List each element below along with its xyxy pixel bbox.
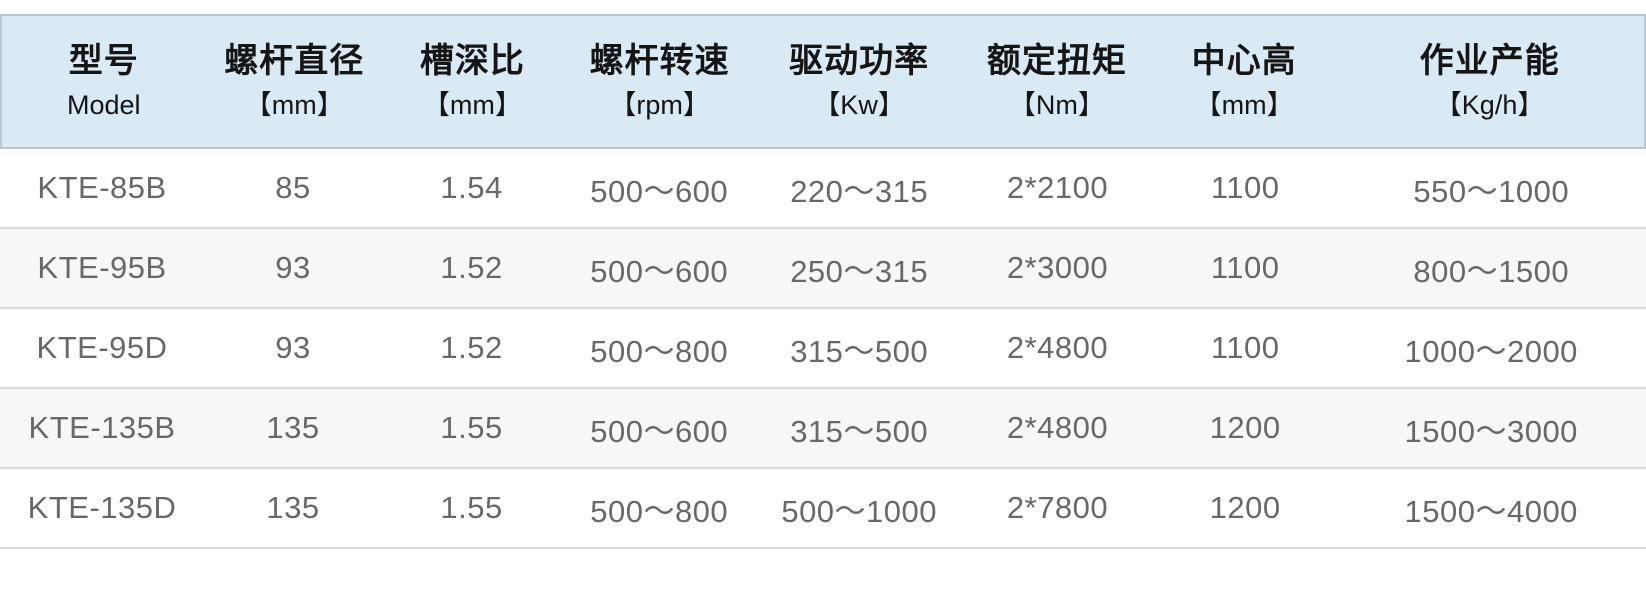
column-header-title: 螺杆直径 [224, 42, 365, 81]
value-cell: 550〜1000 [1413, 173, 1570, 209]
value-cell: 500〜600 [590, 253, 729, 289]
column-header-6: 中心高【mm】 [1153, 40, 1335, 122]
model-cell: KTE-85B [37, 170, 167, 205]
column-header-unit: 【Kw】 [813, 89, 905, 120]
value-cell: 2*2100 [1006, 170, 1109, 205]
table-row: KTE-85B 85 1.54 500〜600 220〜315 2*2100 1100 550… [0, 149, 1646, 229]
value-cell: 250〜315 [790, 253, 929, 289]
value-cell: 1500〜4000 [1404, 493, 1578, 529]
model-cell: KTE-135B [28, 410, 176, 445]
value-cell: 315〜500 [790, 333, 929, 369]
value-cell: 1.52 [440, 330, 503, 365]
value-cell: 315〜500 [790, 413, 929, 449]
column-header-title: 中心高 [1191, 42, 1297, 81]
value-cell: 2*4800 [1006, 410, 1109, 445]
value-cell: 93 [275, 330, 311, 365]
column-header-unit: 【mm】 [244, 89, 344, 120]
column-header-title: 螺杆转速 [589, 42, 730, 81]
value-cell: 85 [275, 170, 311, 205]
column-header-0: 型号 Model [2, 40, 206, 122]
value-cell: 1.52 [440, 250, 503, 285]
column-header-2: 槽深比【mm】 [383, 40, 562, 122]
column-header-unit: 【mm】 [422, 89, 522, 120]
value-cell: 220〜315 [790, 173, 929, 209]
value-cell: 2*3000 [1006, 250, 1109, 285]
value-cell: 500〜600 [590, 173, 729, 209]
column-header-title: 槽深比 [419, 42, 525, 81]
table-row: KTE-95B 93 1.52 500〜600 250〜315 2*3000 1100 800… [0, 229, 1646, 309]
column-header-title: 型号 [68, 42, 139, 81]
value-cell: 1200 [1209, 410, 1281, 445]
value-cell: 1100 [1210, 250, 1280, 285]
value-cell: 1.55 [440, 490, 503, 525]
column-header-7: 作业产能【Kg/h】 [1335, 40, 1644, 122]
column-header-title: 驱动功率 [789, 42, 930, 81]
value-cell: 2*4800 [1006, 330, 1109, 365]
value-cell: 1200 [1209, 490, 1281, 525]
value-cell: 135 [266, 410, 320, 445]
value-cell: 1.54 [440, 170, 503, 205]
value-cell: 1500〜3000 [1404, 413, 1578, 449]
column-header-unit: 【mm】 [1194, 89, 1294, 120]
value-cell: 2*7800 [1006, 490, 1109, 525]
model-cell: KTE-135D [27, 490, 177, 525]
value-cell: 800〜1500 [1413, 253, 1570, 289]
value-cell: 500〜800 [590, 493, 729, 529]
model-cell: KTE-95D [36, 330, 168, 365]
column-header-unit: 【Nm】 [1008, 89, 1105, 120]
value-cell: 1100 [1210, 330, 1280, 365]
value-cell: 1100 [1210, 170, 1280, 205]
table-row: KTE-135D 135 1.55 500〜800 500〜1000 2*7800 1200… [0, 469, 1646, 549]
value-cell: 1000〜2000 [1404, 333, 1578, 369]
table-body: KTE-85B 85 1.54 500〜600 220〜315 2*2100 1100 550… [0, 149, 1646, 549]
column-header-3: 螺杆转速【rpm】 [562, 40, 757, 122]
column-header-title: 额定扭矩 [986, 42, 1127, 81]
column-header-5: 额定扭矩【Nm】 [961, 40, 1153, 122]
column-header-unit: 【Kg/h】 [1434, 89, 1545, 120]
table-row: KTE-95D 93 1.52 500〜800 315〜500 2*4800 1100 100… [0, 309, 1646, 389]
column-header-1: 螺杆直径【mm】 [206, 40, 383, 122]
value-cell: 500〜800 [590, 333, 729, 369]
value-cell: 1.55 [440, 410, 503, 445]
value-cell: 500〜600 [590, 413, 729, 449]
table-header-row: 型号 Model 螺杆直径 【mm】 槽深比 【mm】 螺杆转速 【rpm】 驱动功率 【Kw】额… [0, 14, 1646, 149]
column-header-unit: Model [67, 89, 141, 120]
value-cell: 93 [275, 250, 311, 285]
table-row: KTE-135B 135 1.55 500〜600 315〜500 2*4800 1200 1… [0, 389, 1646, 469]
value-cell: 135 [266, 490, 320, 525]
value-cell: 500〜1000 [781, 493, 938, 529]
model-cell: KTE-95B [37, 250, 167, 285]
column-header-title: 作业产能 [1419, 42, 1560, 81]
column-header-4: 驱动功率【Kw】 [757, 40, 961, 122]
product-spec-table: 型号 Model 螺杆直径 【mm】 槽深比 【mm】 螺杆转速 【rpm】 驱动功率 【Kw】额… [0, 14, 1646, 549]
column-header-unit: 【rpm】 [609, 89, 710, 120]
